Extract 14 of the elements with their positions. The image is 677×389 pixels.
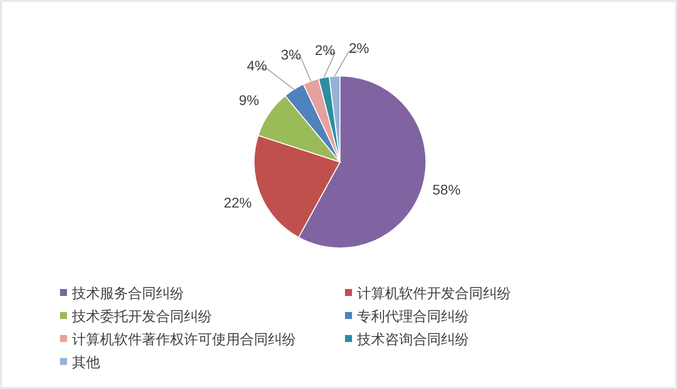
data-label: 58% [432,181,461,198]
data-label: 9% [238,92,260,108]
legend-label: 技术服务合同纠纷 [71,285,184,301]
data-label: 2% [314,42,336,58]
legend-label: 专利代理合同纠纷 [357,308,469,324]
legend-label: 计算机软件开发合同纠纷 [357,285,511,301]
legend-label: 技术咨询合同纠纷 [356,331,469,347]
legend-label: 技术委托开发合同纠纷 [71,308,212,324]
data-label: 3% [280,46,302,63]
data-label: 4% [246,58,268,74]
legend-label: 其他 [72,354,100,370]
data-label: 22% [224,194,252,210]
data-label: 2% [348,40,370,56]
legend-label: 计算机软件著作权许可使用合同纠纷 [72,331,296,347]
